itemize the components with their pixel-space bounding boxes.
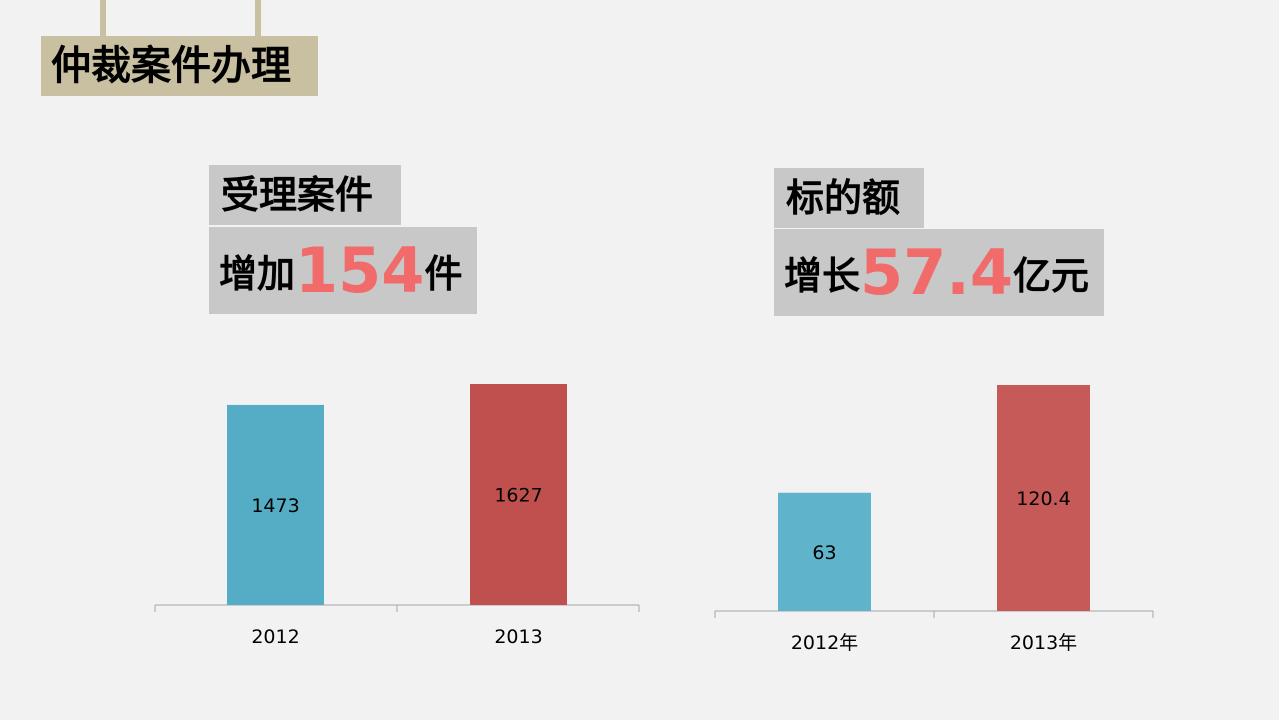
chart-0-bar-2013: [470, 384, 567, 605]
amount-increase-value: 57.4: [860, 236, 1013, 309]
chart-1-data-label-0: 63: [812, 542, 836, 564]
cases-increase-label: 增加 154 件: [209, 227, 477, 314]
chart-0-bar-2012: [227, 404, 324, 605]
chart-0-category-label-1: 2013: [494, 626, 542, 648]
amount-increase-suffix: 亿元: [1013, 254, 1090, 298]
cases-label: 受理案件: [209, 165, 401, 225]
cases-increase-value: 154: [295, 234, 425, 307]
chart-1-category-label-1: 2013年: [1010, 632, 1077, 654]
cases-increase-prefix: 增加: [219, 252, 296, 296]
chart-1-category-label-0: 2012年: [791, 632, 858, 654]
amount-label: 标的额: [774, 168, 924, 228]
amount-increase-prefix: 增长: [784, 254, 861, 298]
title-hanger-left: [100, 0, 106, 36]
title-hanger-right: [255, 0, 261, 36]
amount-increase-label: 增长 57.4 亿元: [774, 229, 1104, 316]
page-title: 仲裁案件办理: [41, 36, 318, 96]
cases-increase-suffix: 件: [424, 252, 463, 296]
chart-1-data-label-1: 120.4: [1016, 488, 1070, 510]
chart-1-bar-2013年: [997, 385, 1090, 611]
chart-1-bar-2012年: [778, 492, 871, 611]
chart-0-data-label-1: 1627: [494, 485, 542, 507]
chart-0-category-label-0: 2012: [251, 626, 299, 648]
chart-0-data-label-0: 1473: [251, 495, 299, 517]
